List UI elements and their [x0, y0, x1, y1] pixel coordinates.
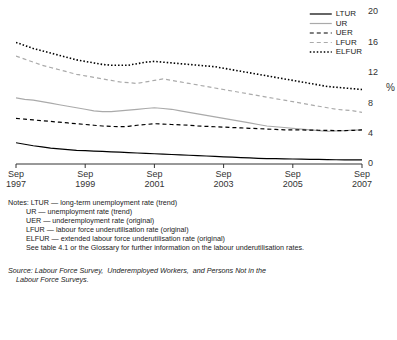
legend-swatch	[310, 23, 332, 24]
series-line	[16, 143, 362, 160]
source-line: Labour Force Surveys.	[8, 275, 89, 284]
x-tick-label: Sep2007	[352, 169, 372, 189]
x-tick-label-line: 1997	[6, 179, 26, 189]
notes-line: UR — unemployment rate (trend)	[8, 207, 132, 216]
x-tick	[223, 164, 224, 168]
y-axis: 0 4 8 12 16 20%	[368, 6, 395, 168]
legend-swatch	[310, 51, 332, 53]
y-tick-label: 16	[368, 37, 378, 47]
legend: LTURURUERLFURELFUR	[310, 9, 362, 56]
plot-area	[16, 42, 362, 160]
chart: 048121620%Sep1997Sep1999Sep2001Sep2003Se…	[0, 0, 397, 340]
x-tick-label-line: 2001	[144, 179, 164, 189]
legend-label: ELFUR	[336, 47, 362, 56]
y-tick-label: 4	[368, 128, 373, 138]
x-tick-label: Sep2003	[214, 169, 234, 189]
y-tick-label: 20	[368, 6, 378, 16]
x-tick-label-line: Sep	[285, 169, 301, 179]
x-tick-label: Sep1997	[6, 169, 26, 189]
x-tick-label-line: Sep	[8, 169, 24, 179]
x-tick	[85, 164, 86, 168]
x-tick	[362, 164, 363, 168]
x-tick-label-line: 1999	[75, 179, 95, 189]
y-tick-label: 12	[368, 67, 378, 77]
y-axis-label: %	[386, 82, 395, 93]
y-tick-label: 8	[368, 98, 373, 108]
x-axis: Sep1997Sep1999Sep2001Sep2003Sep2005Sep20…	[6, 164, 372, 189]
x-tick-label: Sep2005	[283, 169, 303, 189]
x-tick-label-line: 2005	[283, 179, 303, 189]
source-line: Source: Labour Force Survey, Underemploy…	[8, 266, 266, 275]
x-tick-label: Sep1999	[75, 169, 95, 189]
legend-swatch	[310, 32, 332, 33]
notes-line: ELFUR — extended labour force underutili…	[8, 234, 225, 243]
x-tick	[154, 164, 155, 168]
x-tick	[16, 164, 17, 168]
x-tick-label-line: 2003	[214, 179, 234, 189]
legend-label: LFUR	[336, 38, 357, 47]
y-tick-label: 0	[368, 158, 373, 168]
series-line	[16, 118, 362, 130]
x-tick-label-line: Sep	[216, 169, 232, 179]
notes-line: See table 4.1 or the Glossary for furthe…	[8, 243, 304, 252]
legend-swatch	[310, 13, 332, 14]
x-tick-label-line: Sep	[146, 169, 162, 179]
notes-line: UER — underemployment rate (original)	[8, 216, 154, 225]
legend-label: UER	[336, 28, 353, 37]
x-tick-label-line: 2007	[352, 179, 372, 189]
legend-label: LTUR	[336, 9, 357, 18]
notes-line: LFUR — labour force underutilisation rat…	[8, 225, 189, 234]
x-tick	[292, 164, 293, 168]
legend-swatch	[310, 42, 332, 43]
source: Source: Labour Force Survey, Underemploy…	[8, 266, 266, 284]
x-axis-line	[16, 164, 362, 165]
series-line	[16, 98, 362, 131]
notes: Notes: LTUR — long-term unemployment rat…	[8, 198, 304, 252]
x-tick-label-line: Sep	[77, 169, 93, 179]
notes-line: Notes: LTUR — long-term unemployment rat…	[8, 198, 177, 207]
legend-label: UR	[336, 19, 348, 28]
x-tick-label: Sep2001	[144, 169, 164, 189]
x-tick-label-line: Sep	[354, 169, 370, 179]
series-line	[16, 42, 362, 89]
page: {"chart_data": { "type": "line", "y_labe…	[0, 0, 397, 340]
